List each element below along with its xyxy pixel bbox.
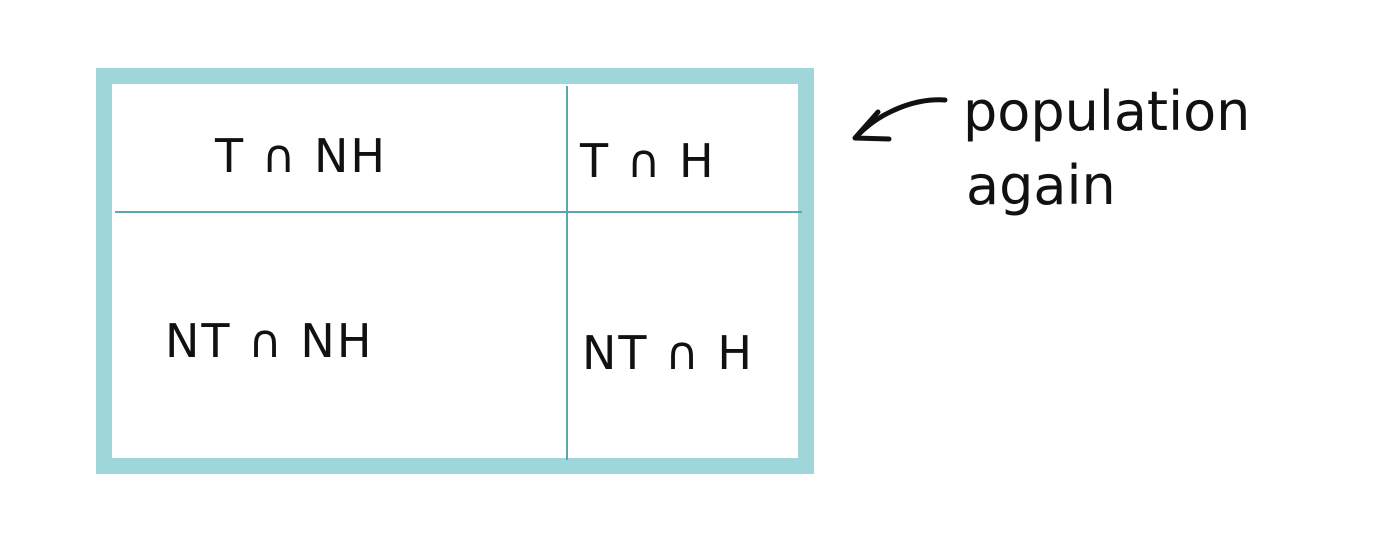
arrowhead-icon [852, 109, 892, 142]
cell-top-right-label: T ∩ H [580, 134, 716, 188]
cell-top-left-label: T ∩ NH [215, 129, 388, 183]
annotation-line-population: population [963, 80, 1251, 143]
cell-bottom-left-label: NT ∩ NH [165, 314, 374, 368]
population-rectangle [96, 68, 814, 474]
cell-bottom-right-label: NT ∩ H [582, 326, 755, 380]
annotation-line-again: again [966, 154, 1116, 217]
